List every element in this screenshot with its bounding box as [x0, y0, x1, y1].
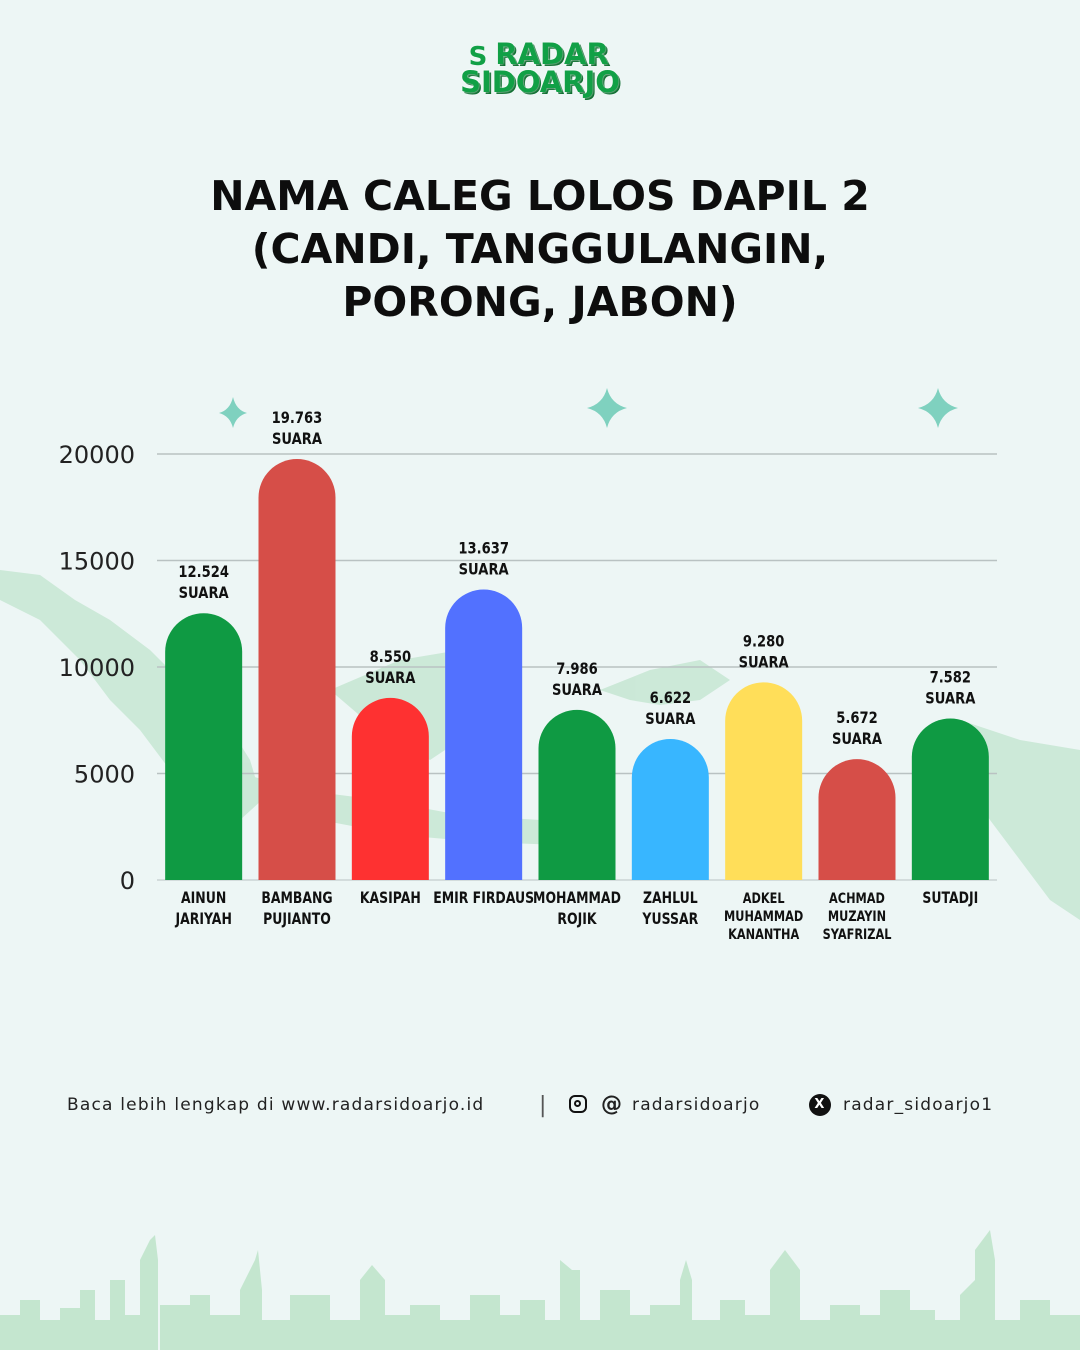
data-label: SUARA: [832, 730, 883, 749]
data-label: 5.672: [836, 709, 877, 728]
x-tick-label: MOHAMMAD: [533, 890, 621, 908]
x-tick-label: ROJIK: [557, 911, 597, 929]
data-label: SUARA: [739, 653, 790, 672]
title-line-2: (CANDI, TANGGULANGIN,: [251, 225, 829, 273]
logo-line-1: RADAR: [495, 37, 609, 71]
y-tick-label: 5000: [74, 761, 135, 789]
map-island-north: [600, 660, 730, 705]
threads-icon[interactable]: @: [601, 1092, 624, 1116]
x-tick-label: SUTADJI: [922, 890, 978, 908]
x-tick-label: MUHAMMAD: [724, 909, 803, 926]
bar: [258, 459, 336, 880]
y-tick-label: 15000: [59, 548, 135, 576]
sparkle-icon-1: [219, 397, 247, 428]
bar: [818, 759, 896, 880]
data-label: SUARA: [272, 430, 323, 449]
title-line-3: PORONG, JABON): [342, 278, 738, 326]
data-label: SUARA: [552, 681, 603, 700]
social-handle[interactable]: radarsidoarjo: [632, 1095, 761, 1115]
logo-mark-icon: S: [468, 42, 488, 72]
data-label: 9.280: [743, 632, 784, 651]
x-tick-label: ZAHLUL: [643, 890, 698, 908]
data-label: SUARA: [365, 669, 416, 688]
data-label: 7.582: [930, 668, 971, 687]
data-label: SUARA: [925, 689, 976, 708]
x-tick-label: EMIR FIRDAUS: [433, 890, 534, 908]
data-label: 7.986: [556, 660, 597, 679]
y-tick-label: 0: [120, 867, 135, 895]
data-label: 12.524: [178, 563, 229, 582]
x-tick-label: JARIYAH: [175, 911, 232, 929]
data-label: 8.550: [370, 648, 411, 667]
data-label: 19.763: [272, 409, 323, 428]
instagram-icon[interactable]: [569, 1095, 587, 1113]
sparkle-icon-3: [918, 388, 958, 428]
x-tick-label: ACHMAD: [829, 891, 885, 908]
x-tick-label: KASIPAH: [360, 890, 421, 908]
city-skyline: [0, 1230, 1080, 1350]
x-tick-label: SYAFRIZAL: [823, 927, 892, 944]
x-tick-label: KANANTHA: [728, 927, 799, 944]
page-title: NAMA CALEG LOLOS DAPIL 2 (CANDI, TANGGUL…: [0, 170, 1080, 329]
x-icon[interactable]: X: [809, 1094, 831, 1116]
logo-line-2: SIDOARJO: [460, 65, 620, 99]
brand-logo: S RADAR SIDOARJO: [0, 40, 1080, 97]
bar: [165, 613, 243, 880]
x-tick-label: ADKEL: [743, 891, 785, 908]
data-label: SUARA: [645, 710, 696, 729]
y-tick-label: 10000: [59, 654, 135, 682]
x-tick-label: AINUN: [181, 890, 226, 908]
bar: [631, 738, 709, 880]
data-label: SUARA: [179, 584, 230, 603]
data-label: 13.637: [458, 539, 509, 558]
x-tick-label: PUJIANTO: [263, 911, 331, 929]
bar: [445, 589, 523, 880]
read-more-link[interactable]: Baca lebih lengkap di www.radarsidoarjo.…: [67, 1095, 485, 1115]
bar: [911, 718, 989, 880]
footer: Baca lebih lengkap di www.radarsidoarjo.…: [0, 1092, 1080, 1123]
bar: [351, 697, 429, 880]
bar: [538, 709, 616, 880]
title-line-1: NAMA CALEG LOLOS DAPIL 2: [210, 172, 870, 220]
x-tick-label: BAMBANG: [261, 890, 332, 908]
y-tick-label: 20000: [59, 441, 135, 469]
sparkle-icon-2: [587, 388, 627, 428]
footer-separator: |: [539, 1093, 548, 1118]
map-island-east: [960, 720, 1080, 920]
data-label: 6.622: [650, 689, 691, 708]
x-tick-label: MUZAYIN: [828, 909, 886, 926]
bar: [725, 682, 803, 880]
skyline-shape: [0, 1235, 158, 1350]
data-label: SUARA: [459, 560, 510, 579]
x-tick-label: YUSSAR: [642, 911, 699, 929]
x-handle[interactable]: radar_sidoarjo1: [843, 1095, 994, 1115]
